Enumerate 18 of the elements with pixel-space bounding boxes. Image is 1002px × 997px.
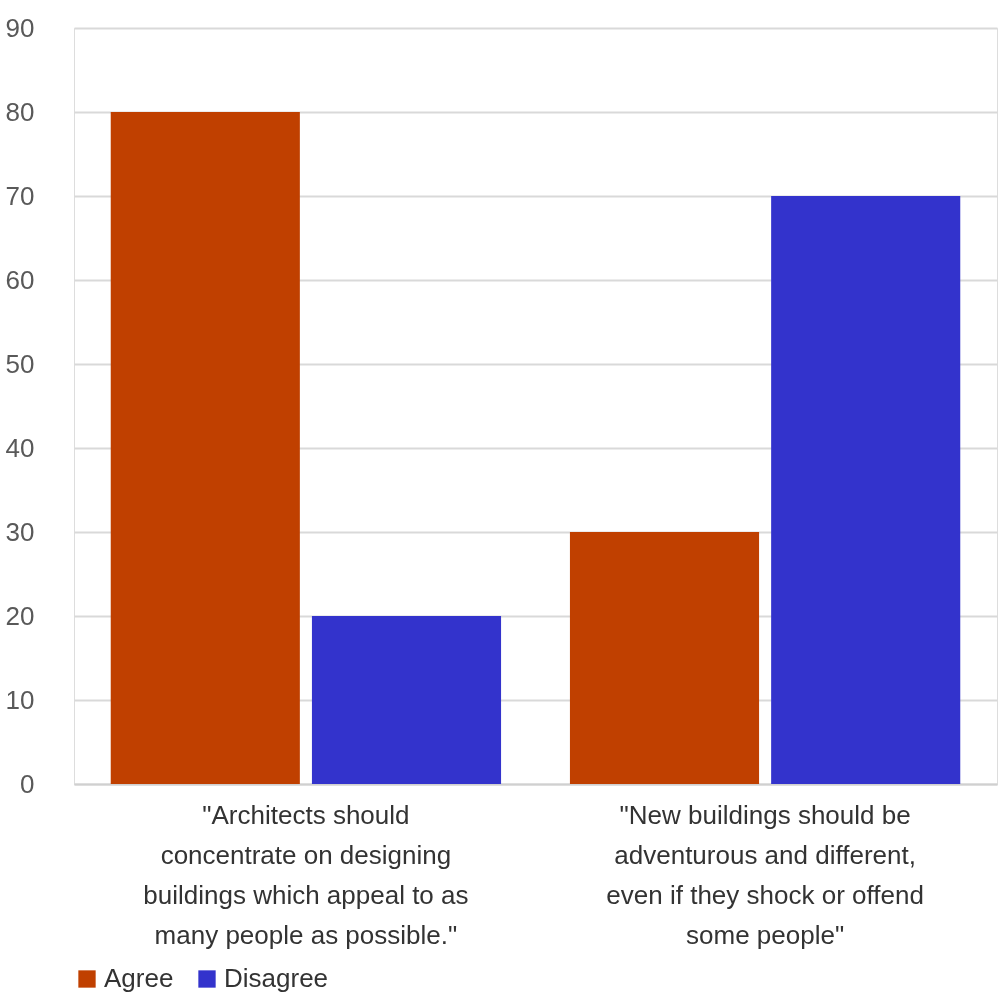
y-tick-label: 0 (20, 768, 35, 799)
y-tick-label: 10 (5, 684, 35, 715)
y-tick-label: 60 (5, 264, 35, 295)
y-tick-label: 90 (5, 12, 35, 43)
x-tick-label: "Architects should concentrate on designing buildings which appeal to as many people as possible." (143, 799, 469, 950)
y-tick-label: 70 (5, 180, 35, 211)
y-tick-label: 80 (5, 96, 35, 127)
y-tick-label: 20 (5, 600, 35, 631)
bar (771, 196, 961, 784)
y-tick-label: 30 (5, 516, 35, 547)
y-tick-label: 40 (5, 432, 35, 463)
bar (110, 112, 300, 784)
y-tick-label: 50 (5, 348, 35, 379)
x-tick-label: "New buildings should be adventurous and different, even if they shock or offend some people" (606, 799, 924, 950)
legend-label: Disagree (224, 963, 329, 993)
legend-label: Agree (104, 963, 174, 993)
bar (569, 532, 760, 784)
bar (311, 616, 502, 784)
